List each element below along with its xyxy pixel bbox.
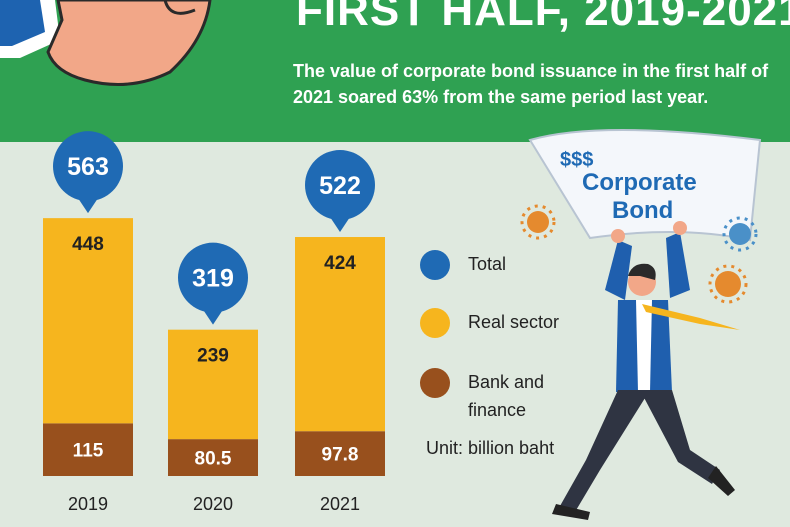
label-total-2020: 319 — [192, 265, 234, 293]
total-bubble-2019 — [53, 131, 123, 202]
legend-swatch-real-sector — [420, 308, 450, 338]
virus-icon — [722, 216, 758, 252]
label-bank-2020: 80.5 — [195, 449, 232, 470]
bar-real-2021 — [295, 237, 385, 432]
total-bubble-2021 — [305, 150, 375, 221]
label-total-2019: 563 — [67, 153, 109, 181]
label-real-2019: 448 — [72, 234, 104, 255]
bars-layer — [43, 218, 385, 476]
bar-real-2020 — [168, 329, 258, 440]
bar-bank-2020 — [168, 439, 258, 476]
businessman-illustration: $$$ Corporate Bond — [520, 129, 762, 520]
legend-label-total: Total — [468, 254, 507, 274]
label-real-2020: 239 — [197, 346, 229, 367]
x-axis-ticks: 2019 2020 2021 — [68, 494, 360, 514]
label-bank-2019: 115 — [73, 441, 104, 462]
totals-layer: 563 319 522 — [53, 131, 375, 325]
x-tick-2020: 2020 — [193, 494, 233, 514]
bar-real-2019 — [43, 218, 133, 424]
page-subtitle: The value of corporate bond issuance in … — [293, 61, 769, 107]
sign-dollar-text: $$$ — [560, 149, 593, 171]
bar-bank-2021 — [295, 431, 385, 476]
label-real-2021: 424 — [324, 253, 356, 274]
x-tick-2021: 2021 — [320, 494, 360, 514]
sign-line2-text: Bond — [612, 197, 673, 224]
sign-line1-text: Corporate — [582, 169, 697, 196]
legend-swatch-bank-finance — [420, 368, 450, 398]
unit-label: Unit: billion baht — [426, 438, 555, 458]
virus-icon — [520, 204, 556, 240]
legend-item-bank-finance: Bank and finance — [420, 368, 544, 424]
legend-item-total: Total — [420, 250, 506, 280]
legend-label-real-sector: Real sector — [468, 312, 560, 332]
label-bank-2021: 97.8 — [322, 445, 359, 466]
virus-icon — [708, 264, 748, 304]
x-tick-2019: 2019 — [68, 494, 108, 514]
total-bubble-2020 — [178, 242, 248, 313]
legend-label-bank-finance: Bank and finance — [468, 372, 545, 420]
labels-layer: 115 448 80.5 239 97.8 424 — [72, 234, 358, 469]
legend-item-real-sector: Real sector — [420, 308, 559, 338]
bar-bank-2019 — [43, 423, 133, 476]
hand-illustration — [0, 0, 212, 86]
label-total-2021: 522 — [319, 172, 361, 200]
legend-swatch-total — [420, 250, 450, 280]
page-title: FIRST HALF, 2019-2021 — [296, 0, 790, 35]
